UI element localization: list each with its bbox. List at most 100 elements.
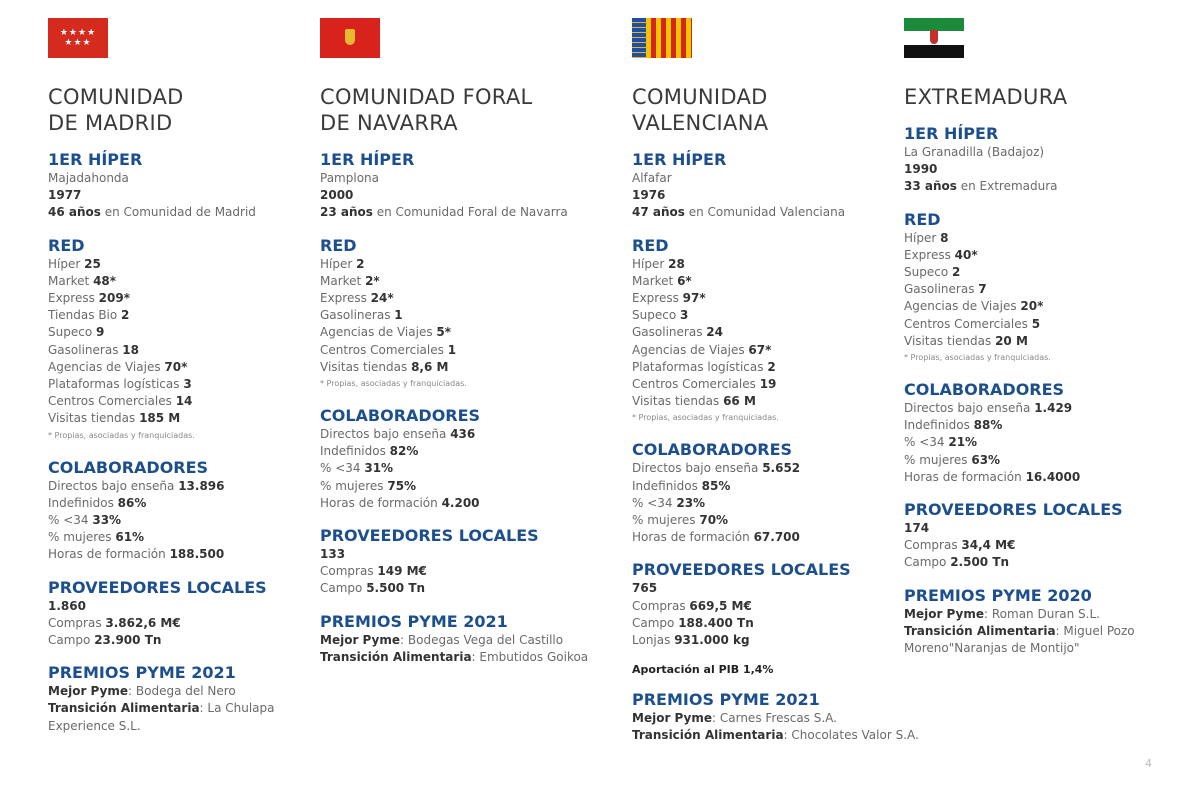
info-line: Horas de formación 67.700 xyxy=(632,529,902,546)
value-text: 18 xyxy=(122,342,139,357)
label-text: : Embutidos Goikoa xyxy=(471,649,589,664)
label-text: Horas de formación xyxy=(320,495,442,510)
value-text: 2 xyxy=(121,308,130,323)
label-text: Tiendas Bio xyxy=(48,308,122,323)
value-text: 67* xyxy=(748,342,772,357)
label-text: % mujeres xyxy=(320,478,388,493)
footnote: * Propias, asociadas y franquiciadas. xyxy=(632,413,779,423)
label-text: Moreno"Naranjas de Montijo" xyxy=(904,641,1080,656)
value-text: Mejor Pyme xyxy=(632,711,713,726)
info-line: 1977 xyxy=(48,187,318,204)
section-heading: 1ER HÍPER xyxy=(320,150,415,169)
footnote: * Propias, asociadas y franquiciadas. xyxy=(48,430,195,440)
info-line: Majadahonda xyxy=(48,170,318,187)
info-line: Supeco 3 xyxy=(632,307,902,324)
value-text: 20* xyxy=(1020,299,1044,314)
value-text: 3.862,6 M€ xyxy=(105,615,181,630)
value-text: 188.500 xyxy=(169,547,225,562)
info-line: 174 xyxy=(904,520,1174,537)
label-text: : Bodega del Nero xyxy=(128,684,236,699)
section-premios-pyme-2021: PREMIOS PYME 2021 Mejor Pyme: Carnes Fres… xyxy=(632,690,919,744)
info-line: Lonjas 931.000 kg xyxy=(632,632,902,649)
value-text: 25 xyxy=(84,256,101,271)
info-line: Visitas tiendas 8,6 M xyxy=(320,359,590,376)
label-text: Agencias de Viajes xyxy=(904,299,1021,314)
section-proveedores-locales: PROVEEDORES LOCALES 133 Compras 149 M€ Camp… xyxy=(320,526,590,598)
info-line: Campo 2.500 Tn xyxy=(904,554,1174,571)
info-line: Market 6* xyxy=(632,273,902,290)
info-line: Agencias de Viajes 5* xyxy=(320,324,590,341)
info-line: Agencias de Viajes 70* xyxy=(48,359,318,376)
section-heading: PROVEEDORES LOCALES xyxy=(632,560,851,580)
section-heading: COLABORADORES xyxy=(320,406,481,426)
label-text: Indefinidos xyxy=(904,418,974,433)
label-text: % mujeres xyxy=(632,513,700,528)
label-text: en Comunidad Foral de Navarra xyxy=(372,205,568,220)
section-heading: RED xyxy=(904,209,941,229)
info-line: Directos bajo enseña 5.652 xyxy=(632,460,902,477)
label-text: Agencias de Viajes xyxy=(320,325,437,340)
label-text: Lonjas xyxy=(632,633,675,648)
label-text: Indefinidos xyxy=(632,478,702,493)
info-line: Híper 28 xyxy=(632,256,902,273)
label-text: % <34 xyxy=(48,513,93,528)
info-line: Directos bajo enseña 13.896 xyxy=(48,478,318,495)
section-colaboradores: COLABORADORES Directos bajo enseña 1.429 I… xyxy=(904,380,1174,486)
label-text: Majadahonda xyxy=(48,171,129,185)
label-text: Horas de formación xyxy=(48,547,170,562)
value-text: 1 xyxy=(447,342,457,357)
section-heading: COLABORADORES xyxy=(48,457,209,477)
label-text: Agencias de Viajes xyxy=(48,359,165,374)
info-line: Market 48* xyxy=(48,273,318,290)
value-text: 5.652 xyxy=(762,461,801,476)
label-text: Directos bajo enseña xyxy=(632,461,763,476)
section-1er-h-per: 1ER HÍPER Pamplona 2000 23 años en Comunida… xyxy=(320,150,590,222)
label-text: Híper xyxy=(320,256,357,271)
label-text: Visitas tiendas xyxy=(48,411,140,426)
label-text: : Roman Duran S.L. xyxy=(984,606,1100,621)
info-line: Alfafar xyxy=(632,170,902,187)
section-heading: RED xyxy=(632,235,669,255)
section-heading: PROVEEDORES LOCALES xyxy=(904,500,1123,520)
value-text: 5 xyxy=(1031,316,1041,331)
section-heading: 1ER HÍPER xyxy=(632,150,727,169)
label-text: Campo xyxy=(320,581,367,596)
valencia-flag-icon xyxy=(632,18,692,58)
label-text: Supeco xyxy=(904,265,952,280)
section-proveedores-locales: PROVEEDORES LOCALES 1.860 Compras 3.862,6 … xyxy=(48,578,318,650)
section-red: RED Híper 8 Express 40* Supeco 2 Gasolineras… xyxy=(904,210,1174,366)
label-text: % mujeres xyxy=(904,452,972,467)
info-line: Supeco 9 xyxy=(48,324,318,341)
value-text: 24 xyxy=(706,325,723,340)
section-proveedores-locales: PROVEEDORES LOCALES 765 Compras 669,5 M€ Ca… xyxy=(632,560,902,649)
info-line: % <34 31% xyxy=(320,460,590,477)
info-line: 1976 xyxy=(632,187,902,204)
value-text: 21% xyxy=(948,435,978,450)
section-colaboradores: COLABORADORES Directos bajo enseña 13.896… xyxy=(48,458,318,564)
value-text: 188.400 Tn xyxy=(678,615,754,630)
label-text: Gasolineras xyxy=(632,325,707,340)
section-colaboradores: COLABORADORES Directos bajo enseña 5.652 I… xyxy=(632,440,902,546)
value-text: 765 xyxy=(632,581,658,596)
value-text: 3 xyxy=(183,377,192,392)
label-text: Plataformas logísticas xyxy=(48,377,184,392)
value-text: 1990 xyxy=(904,162,938,177)
section-colaboradores: COLABORADORES Directos bajo enseña 436 Ind… xyxy=(320,406,590,512)
info-line: Mejor Pyme: Carnes Frescas S.A. xyxy=(632,710,902,727)
value-text: 8,6 M xyxy=(411,359,449,374)
value-text: 66 M xyxy=(723,394,756,409)
info-line: Horas de formación 4.200 xyxy=(320,495,590,512)
section-heading: PROVEEDORES LOCALES xyxy=(320,526,539,546)
value-text: 47 años xyxy=(632,205,685,220)
info-line: Market 2* xyxy=(320,273,590,290)
value-text: 28 xyxy=(668,256,685,271)
section-1er-h-per: 1ER HÍPER La Granadilla (Badajoz) 1990 33 a… xyxy=(904,124,1174,196)
label-text: Express xyxy=(632,291,683,306)
pib-contribution: Aportación al PIB 1,4% xyxy=(632,663,774,677)
value-text: 33 años xyxy=(904,179,957,194)
label-text: Indefinidos xyxy=(48,495,118,510)
info-line: Supeco 2 xyxy=(904,264,1174,281)
label-text: Directos bajo enseña xyxy=(904,401,1035,416)
value-text: 7 xyxy=(978,282,987,297)
value-text: 70% xyxy=(699,513,729,528)
